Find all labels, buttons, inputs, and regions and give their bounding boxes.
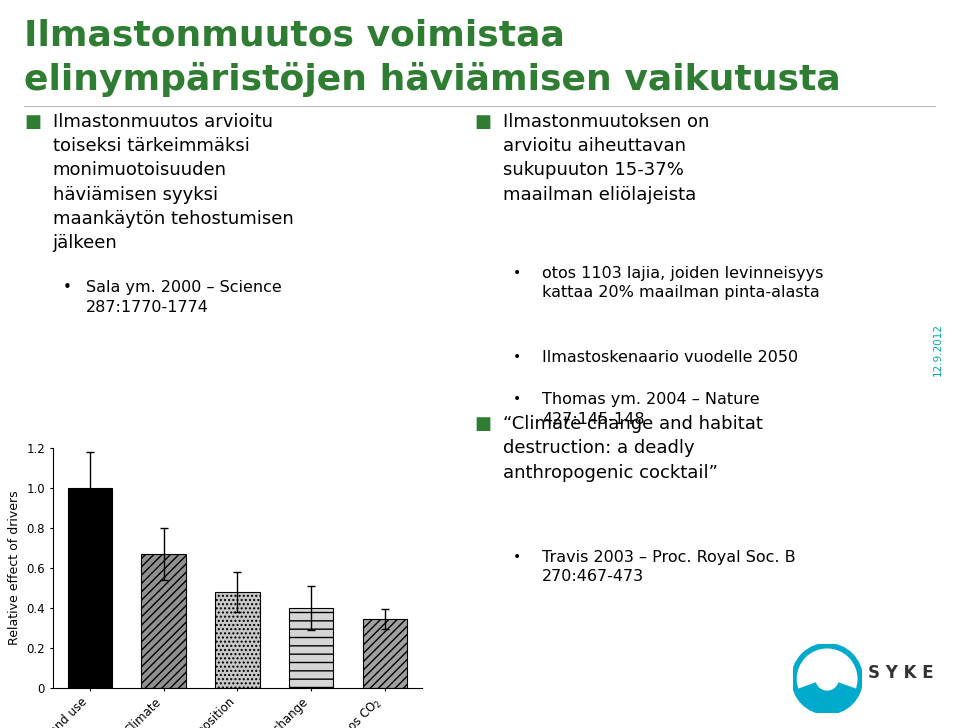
Bar (67, 488, 112, 688)
Y-axis label: Relative effect of drivers: Relative effect of drivers (8, 491, 21, 645)
Text: otos 1103 lajia, joiden levinneisyys
kattaa 20% maailman pinta-alasta: otos 1103 lajia, joiden levinneisyys kat… (542, 266, 823, 300)
Text: Ilmastonmuutos arvioitu
toiseksi tärkeimmäksi
monimuotoisuuden
häviämisen syyksi: Ilmastonmuutos arvioitu toiseksi tärkeim… (53, 113, 293, 253)
Bar (363, 619, 408, 688)
Text: 12.9.2012: 12.9.2012 (933, 323, 943, 376)
Text: Ilmastoskenaario vuodelle 2050: Ilmastoskenaario vuodelle 2050 (542, 350, 798, 365)
Bar (215, 592, 260, 688)
Text: •: • (513, 392, 522, 406)
Text: Sala ym. 2000 – Science
287:1770-1774: Sala ym. 2000 – Science 287:1770-1774 (86, 280, 282, 315)
Text: Ilmastonmuutoksen on
arvioitu aiheuttavan
sukupuuton 15-37%
maailman eliölajeist: Ilmastonmuutoksen on arvioitu aiheuttava… (503, 113, 710, 204)
Wedge shape (797, 683, 857, 711)
Bar (289, 608, 334, 688)
Text: •: • (513, 350, 522, 364)
Text: “Climate change and habitat
destruction: a deadly
anthropogenic cocktail”: “Climate change and habitat destruction:… (503, 415, 763, 481)
Wedge shape (803, 654, 852, 678)
Text: Thomas ym. 2004 – Nature
427:145-148: Thomas ym. 2004 – Nature 427:145-148 (542, 392, 760, 427)
Text: •: • (62, 280, 71, 296)
Text: Ilmastonmuutos voimistaa: Ilmastonmuutos voimistaa (24, 18, 565, 52)
Text: ■: ■ (475, 415, 492, 433)
Text: •: • (513, 550, 522, 563)
Text: ■: ■ (24, 113, 41, 131)
Bar (141, 554, 186, 688)
Text: S Y K E: S Y K E (868, 665, 933, 682)
Text: •: • (513, 266, 522, 280)
Text: ■: ■ (475, 113, 492, 131)
Text: elinympäristöjen häviämisen vaikutusta: elinympäristöjen häviämisen vaikutusta (24, 62, 841, 97)
Text: Travis 2003 – Proc. Royal Soc. B
270:467-473: Travis 2003 – Proc. Royal Soc. B 270:467… (542, 550, 795, 584)
